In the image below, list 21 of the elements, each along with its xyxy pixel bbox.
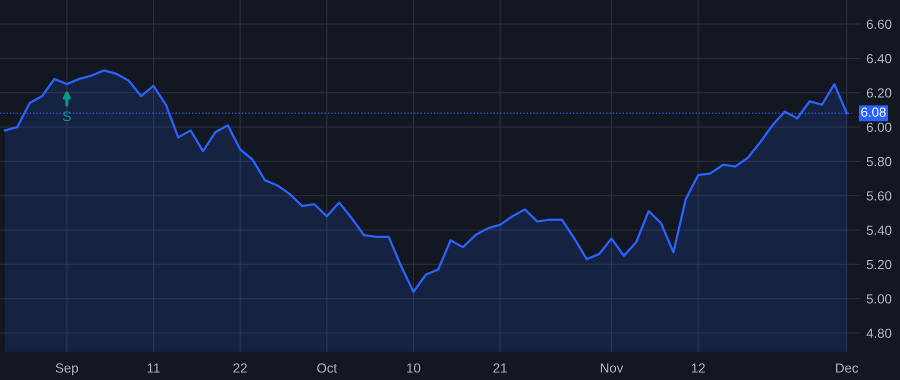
x-tick-label: 21	[493, 363, 507, 373]
ref-line-label: 6.08	[861, 107, 886, 117]
y-tick-label: 4.80	[866, 328, 892, 338]
x-tick-label: 22	[233, 363, 247, 373]
y-tick-label: 5.20	[866, 260, 892, 270]
x-tick-label: Oct	[317, 363, 337, 373]
x-tick-label: 10	[407, 363, 420, 373]
y-tick-label: 6.40	[866, 54, 892, 64]
x-tick-label: Sep	[56, 363, 78, 376]
y-tick-label: 5.40	[866, 226, 892, 235]
y-tick-label: 5.80	[866, 156, 892, 166]
y-tick-label: 6.00	[866, 122, 892, 132]
x-tick-label: Nov	[600, 363, 624, 373]
y-tick-label: 5.00	[866, 294, 892, 304]
y-tick-label: 6.20	[866, 88, 892, 98]
x-tick-label: 11	[148, 363, 160, 373]
x-tick-label: 12	[692, 363, 705, 373]
annotation: S	[62, 111, 71, 122]
y-tick-label: 5.60	[866, 191, 892, 201]
x-tick-label: Dec	[836, 363, 858, 373]
y-tick-label: 6.60	[866, 20, 892, 29]
